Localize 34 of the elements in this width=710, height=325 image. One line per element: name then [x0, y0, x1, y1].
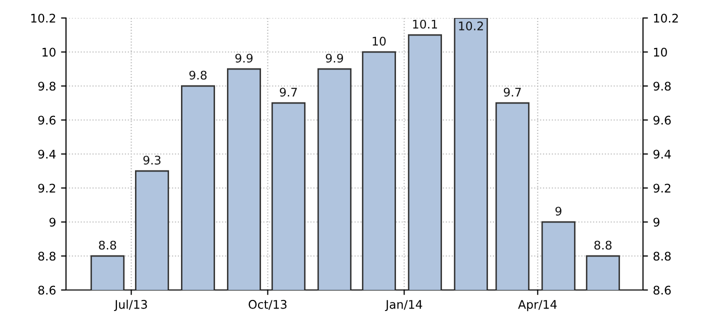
- y2-tick-label: 10.2: [654, 14, 678, 23]
- y-tick-label: 9.4: [38, 150, 56, 159]
- data-label: 10.1: [413, 20, 438, 29]
- y-tick-label: 9: [50, 218, 56, 227]
- y-tick-label: 9.2: [38, 184, 56, 193]
- y2-tick-label: 9.4: [653, 150, 671, 159]
- data-label: 8.8: [98, 240, 116, 250]
- y2-tick-label: 10: [654, 48, 667, 57]
- y-tick-label: 9.6: [38, 116, 56, 125]
- data-label: 9.7: [280, 88, 297, 97]
- data-label: 9.8: [189, 70, 207, 80]
- y2-tick-label: 8.6: [654, 286, 671, 295]
- data-label: 9: [555, 206, 562, 216]
- data-label: 10.2: [459, 21, 483, 30]
- data-label: 8.8: [594, 240, 612, 250]
- data-label: 10: [372, 36, 386, 46]
- data-label: 9.9: [235, 54, 253, 63]
- y2-tick-label: 9.2: [653, 184, 670, 193]
- data-label: 9.7: [504, 88, 521, 97]
- x-tick-label: Jan/14: [384, 300, 422, 312]
- data-label: 9.3: [143, 156, 160, 165]
- y2-tick-label: 9.8: [653, 82, 671, 91]
- y-tick-label: 9.8: [38, 82, 56, 91]
- x-tick-label: Apr/14: [518, 300, 557, 312]
- x-tick-label: Jul/13: [114, 300, 147, 312]
- y-tick-label: 10: [42, 48, 56, 57]
- y-tick-label: 8.8: [38, 252, 56, 261]
- y2-tick-label: 9: [653, 218, 660, 227]
- y-tick-label: 8.6: [38, 286, 56, 295]
- y2-tick-label: 8.8: [654, 252, 671, 261]
- y-tick-label: 10.2: [31, 14, 56, 23]
- x-tick-label: Oct/13: [248, 300, 286, 310]
- data-label: 9.9: [326, 54, 344, 63]
- y2-tick-label: 9.6: [653, 116, 671, 125]
